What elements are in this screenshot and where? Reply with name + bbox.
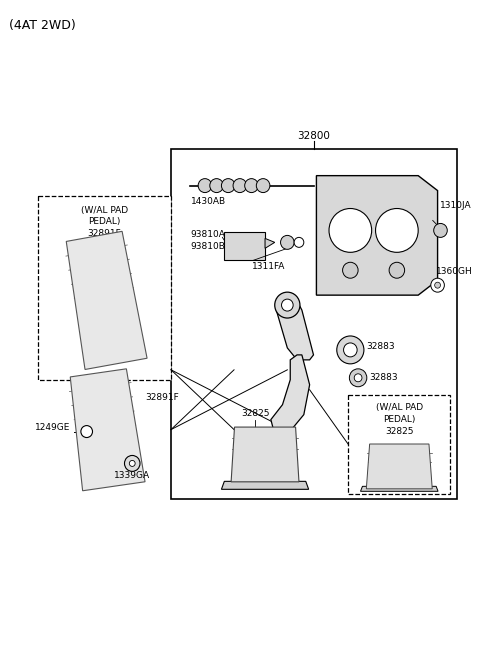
Text: 32891F: 32891F [145,393,179,401]
Circle shape [375,209,418,253]
Circle shape [329,209,372,253]
Bar [171,149,457,499]
Circle shape [275,292,300,318]
Text: (W/AL PAD: (W/AL PAD [81,205,128,215]
Bar [38,195,171,380]
Circle shape [434,224,447,237]
Circle shape [389,262,405,278]
Text: (4AT 2WD): (4AT 2WD) [9,19,76,32]
Polygon shape [276,295,313,360]
Polygon shape [360,486,438,491]
Text: 32825: 32825 [385,426,414,436]
Circle shape [354,374,362,382]
Circle shape [124,455,140,472]
Circle shape [294,237,304,247]
Circle shape [343,262,358,278]
Circle shape [280,236,294,249]
Circle shape [431,278,444,292]
Circle shape [233,178,247,193]
Text: 93810B: 93810B [191,242,225,251]
Text: 93810A: 93810A [191,230,225,239]
Text: 1311FA: 1311FA [252,262,285,272]
Text: 32883: 32883 [370,373,398,382]
Polygon shape [231,427,299,482]
Circle shape [129,461,135,466]
Polygon shape [66,232,147,369]
Text: 1430AB: 1430AB [192,197,227,205]
Text: 32800: 32800 [298,131,330,141]
Text: 1249GE: 1249GE [36,423,71,432]
Polygon shape [316,176,438,295]
Circle shape [344,343,357,357]
Polygon shape [271,355,310,434]
Text: 32825: 32825 [241,409,270,418]
Text: (W/AL PAD: (W/AL PAD [376,403,423,412]
Polygon shape [366,444,432,489]
Text: 1310JA: 1310JA [440,201,471,209]
Bar [348,395,450,494]
Circle shape [256,178,270,193]
Text: 1339GA: 1339GA [114,472,150,480]
Bar [224,232,265,260]
Polygon shape [221,482,309,489]
Circle shape [221,178,235,193]
Text: PEDAL): PEDAL) [383,415,416,424]
Circle shape [349,369,367,387]
Circle shape [245,178,258,193]
Polygon shape [265,238,275,249]
Text: 1360GH: 1360GH [436,267,472,276]
Circle shape [435,282,441,288]
Text: 32891F: 32891F [88,230,121,238]
Text: 32883: 32883 [366,342,395,351]
Polygon shape [70,369,145,491]
Circle shape [337,336,364,364]
Circle shape [81,426,93,438]
Circle shape [282,299,293,311]
Circle shape [210,178,223,193]
Circle shape [198,178,212,193]
Text: PEDAL): PEDAL) [88,218,121,226]
